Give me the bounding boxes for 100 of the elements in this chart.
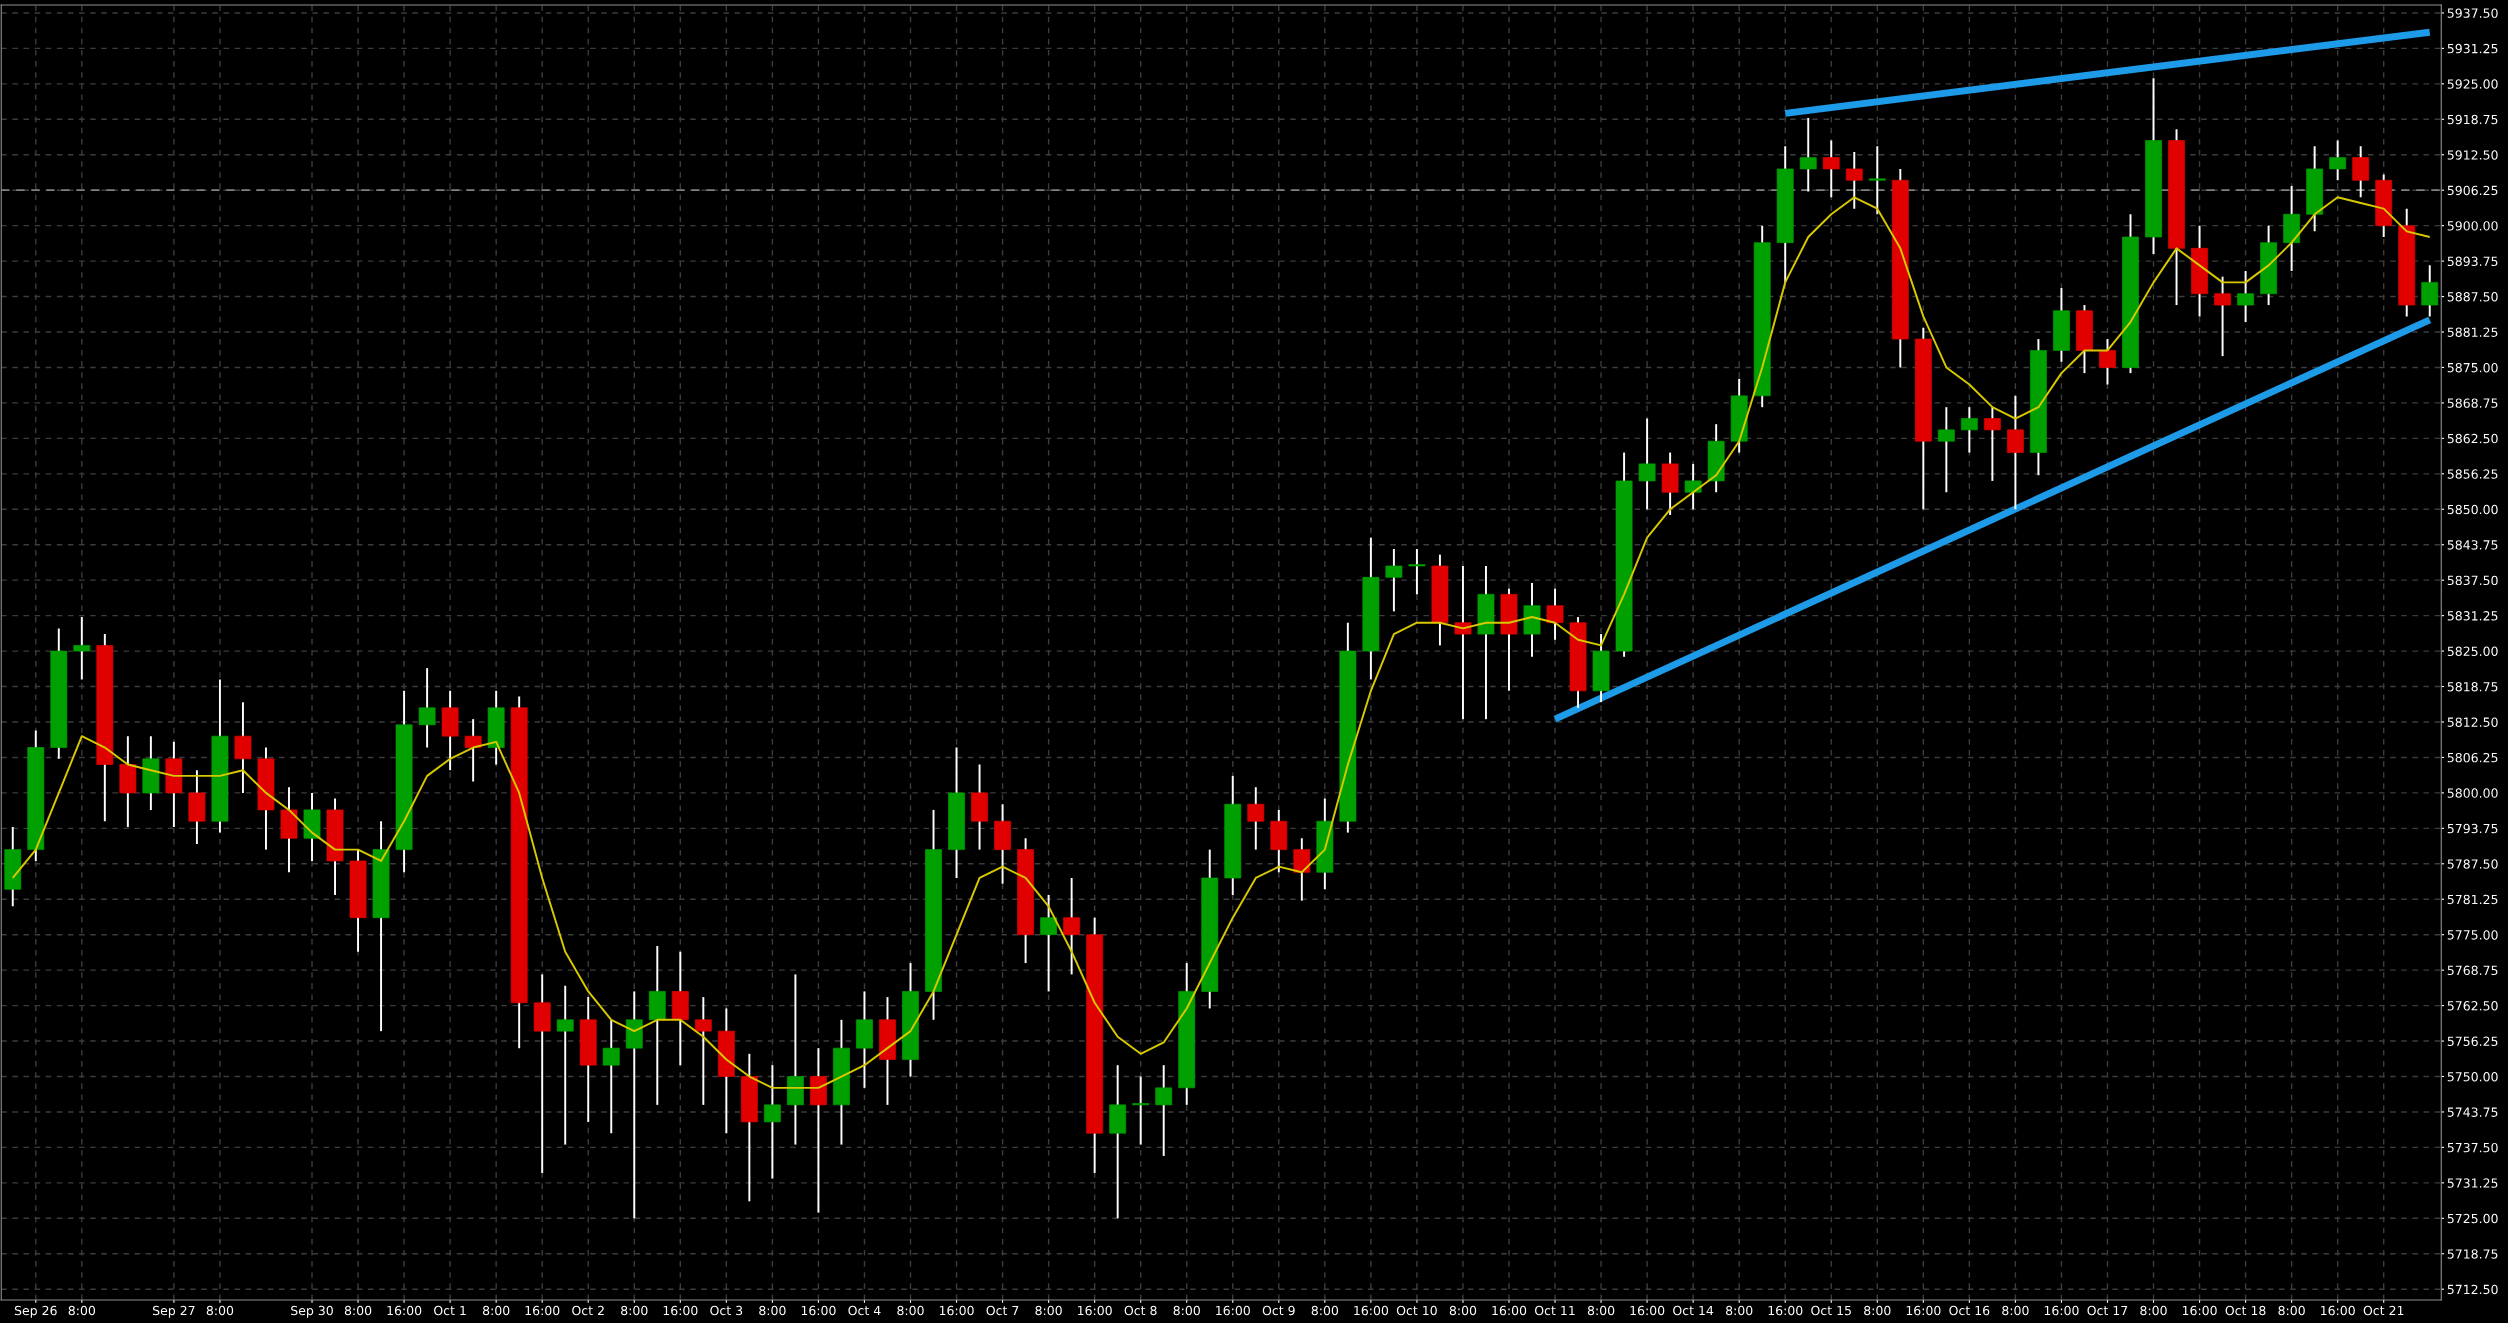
x-tick-label: 8:00: [897, 1305, 924, 1316]
x-tick-label: 8:00: [206, 1305, 234, 1316]
y-tick-label: 5837.50: [2447, 575, 2498, 586]
candlestick: [418, 667, 436, 749]
x-tick-label: 16:00: [663, 1305, 698, 1316]
x-tick-label: 16:00: [1078, 1305, 1112, 1316]
x-tick-label: 8:00: [2140, 1305, 2167, 1316]
x-tick-label: 16:00: [1768, 1305, 1803, 1316]
y-tick-label: 5806.25: [2447, 752, 2498, 763]
candlestick: [1868, 145, 1886, 216]
candlestick: [1247, 786, 1265, 851]
y-tick-label: 5781.25: [2447, 894, 2498, 905]
y-tick-label: 5893.75: [2447, 256, 2498, 267]
x-tick-label: Oct 14: [1673, 1305, 1714, 1316]
candlestick: [694, 996, 712, 1106]
x-tick-label: 8:00: [68, 1305, 96, 1316]
x-tick-label: 16:00: [1906, 1305, 1941, 1316]
y-tick-label: 5756.25: [2447, 1036, 2498, 1046]
x-tick-label: Sep 26: [14, 1305, 57, 1318]
x-tick-label: 16:00: [2321, 1305, 2355, 1316]
y-tick-label: 5818.75: [2447, 682, 2498, 692]
candlestick: [1385, 548, 1403, 613]
candlestick: [2329, 139, 2347, 182]
y-tick-label: 5918.75: [2447, 114, 2498, 125]
candlestick: [1845, 150, 1863, 210]
x-tick-label: Oct 16: [1949, 1305, 1990, 1316]
candlestick: [464, 718, 482, 783]
candlestick: [1937, 406, 1955, 494]
x-tick-label: Oct 3: [710, 1305, 743, 1316]
y-tick-label: 5737.50: [2447, 1142, 2498, 1153]
candlestick: [234, 701, 252, 794]
y-tick-label: 5725.00: [2447, 1213, 2498, 1224]
x-tick-label: Oct 9: [1262, 1305, 1295, 1316]
y-tick-label: 5900.00: [2447, 221, 2498, 231]
candlestick: [1983, 406, 2001, 482]
candlestick: [2421, 264, 2439, 318]
candlestick: [1132, 1075, 1150, 1146]
y-tick-label: 5912.50: [2447, 150, 2498, 160]
y-tick-label: 5931.25: [2447, 43, 2498, 54]
x-tick-label: 8:00: [1587, 1305, 1615, 1316]
y-tick-label: 5831.25: [2447, 611, 2498, 621]
x-tick-label: 8:00: [482, 1305, 510, 1316]
x-tick-label: Sep 27: [153, 1305, 195, 1318]
candlestick: [1454, 565, 1472, 721]
x-tick-label: Oct 10: [1396, 1305, 1437, 1316]
y-tick-label: 5731.25: [2447, 1178, 2498, 1188]
y-tick-label: 5718.75: [2447, 1249, 2498, 1259]
x-tick-label: Oct 7: [986, 1305, 1019, 1316]
x-tick-label: Oct 17: [2087, 1305, 2128, 1316]
x-tick-label: Oct 21: [2363, 1305, 2404, 1316]
y-tick-label: 5750.00: [2447, 1071, 2498, 1082]
candlestick: [1546, 587, 1564, 641]
candlestick: [1293, 837, 1311, 902]
y-tick-label: 5743.75: [2447, 1107, 2498, 1117]
candlestick: [602, 1018, 620, 1135]
x-tick-label: 8:00: [1725, 1305, 1753, 1316]
y-tick-label: 5925.00: [2447, 79, 2498, 89]
candlestick: [1684, 462, 1702, 511]
x-tick-label: Oct 18: [2225, 1305, 2266, 1316]
x-tick-label: 8:00: [1173, 1305, 1200, 1316]
x-tick-label: 16:00: [1354, 1305, 1389, 1316]
x-tick-label: 8:00: [1035, 1305, 1062, 1316]
candlestick: [1063, 877, 1081, 976]
x-tick-label: Oct 11: [1534, 1305, 1575, 1316]
candlestick: [1799, 116, 1817, 193]
y-tick-label: 5712.50: [2447, 1284, 2498, 1295]
x-tick-label: 16:00: [2044, 1305, 2079, 1316]
x-tick-label: 16:00: [2182, 1305, 2217, 1316]
candlestick: [2352, 145, 2370, 199]
y-tick-label: 5881.25: [2447, 327, 2498, 337]
candlestick: [1040, 894, 1058, 993]
y-tick-label: 5887.50: [2447, 292, 2498, 302]
x-tick-label: Oct 1: [434, 1305, 466, 1316]
y-tick-label: 5787.50: [2447, 859, 2498, 869]
x-tick-label: Oct 4: [848, 1305, 881, 1316]
x-tick-label: 16:00: [387, 1305, 422, 1316]
x-tick-label: Oct 8: [1124, 1305, 1157, 1316]
candlestick: [73, 616, 91, 681]
candlestick: [2007, 394, 2024, 511]
x-tick-label: 16:00: [1216, 1305, 1250, 1316]
line-series: [11, 196, 2431, 1089]
candlestick: [763, 1064, 781, 1180]
x-tick-label: 8:00: [1311, 1305, 1339, 1316]
y-tick-label: 5868.75: [2447, 398, 2498, 408]
x-tick-label: 8:00: [1864, 1305, 1891, 1316]
x-tick-label: 16:00: [525, 1305, 560, 1316]
x-tick-label: 8:00: [344, 1305, 372, 1316]
y-tick-label: 5800.00: [2447, 788, 2498, 798]
candlestick: [1960, 406, 1978, 454]
x-tick-label: 8:00: [621, 1305, 648, 1316]
y-tick-label: 5793.75: [2447, 823, 2498, 834]
y-tick-label: 5906.25: [2447, 185, 2498, 196]
x-tick-label: 8:00: [1449, 1305, 1477, 1316]
candlestick: [1155, 1064, 1173, 1157]
x-tick-label: 16:00: [1492, 1305, 1527, 1316]
y-tick-label: 5862.50: [2447, 433, 2498, 444]
y-tick-label: 5762.50: [2447, 1001, 2498, 1011]
y-tick-label: 5825.00: [2447, 646, 2498, 657]
x-tick-label: 16:00: [801, 1305, 836, 1316]
candlestick: [1822, 139, 1840, 199]
